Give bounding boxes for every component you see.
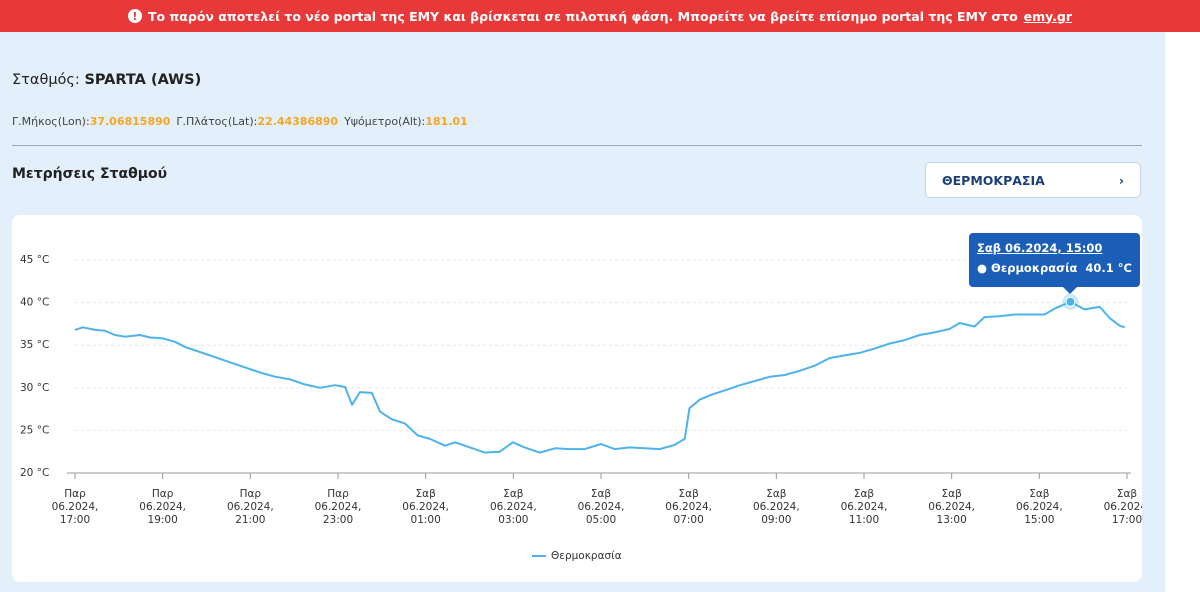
x-tick-label: Παρ 06.2024, 19:00 bbox=[139, 488, 187, 526]
variable-selector[interactable]: ΘΕΡΜΟΚΡΑΣΙΑ › bbox=[925, 162, 1141, 198]
coordinate-value: 37.06815890 bbox=[89, 115, 171, 128]
x-tick-label: Παρ 06.2024, 17:00 bbox=[51, 488, 99, 526]
selector-label: ΘΕΡΜΟΚΡΑΣΙΑ bbox=[942, 172, 1045, 188]
x-tick-label: Σαβ 06.2024, 17:00 bbox=[1103, 488, 1142, 526]
y-tick-label: 40 °C bbox=[20, 297, 49, 309]
x-tick-label: Παρ 06.2024, 23:00 bbox=[314, 488, 362, 526]
coordinate: Γ.Πλάτος(Lat):22.44386890 bbox=[176, 115, 338, 128]
hover-point bbox=[1065, 296, 1076, 307]
x-tick-label: Σαβ 06.2024, 11:00 bbox=[840, 488, 888, 526]
coordinates: Γ.Μήκος(Lon):37.06815890 Γ.Πλάτος(Lat):22… bbox=[12, 115, 468, 128]
alert-icon: ! bbox=[127, 9, 142, 23]
y-tick-label: 30 °C bbox=[20, 382, 49, 394]
coordinate-value: 22.44386890 bbox=[257, 115, 339, 128]
coordinate-label: Γ.Πλάτος(Lat): bbox=[176, 115, 258, 128]
y-tick-label: 25 °C bbox=[20, 424, 49, 436]
y-tick-label: 45 °C bbox=[20, 254, 49, 266]
x-tick-label: Σαβ 06.2024, 15:00 bbox=[1015, 488, 1063, 526]
x-tick-label: Παρ 06.2024, 21:00 bbox=[226, 488, 274, 526]
chart-card: 20 °C 25 °C 30 °C 35 °C 40 °C 45 °C Θερμοκρασί… bbox=[12, 215, 1142, 582]
station: Σταθμός: SPARTA (AWS) bbox=[12, 72, 201, 88]
tooltip-series: ● Θερμοκρασία bbox=[977, 261, 1078, 275]
coordinate-value: 181.01 bbox=[425, 115, 468, 128]
legend-label: Θερμοκρασία bbox=[551, 550, 622, 562]
x-tick-label: Σαβ 06.2024, 13:00 bbox=[928, 488, 976, 526]
station-label: Σταθμός: bbox=[12, 72, 80, 88]
coordinate-label: Γ.Μήκος(Lon): bbox=[12, 115, 90, 128]
tooltip-title: Σαβ 06.2024, 15:00 bbox=[977, 241, 1103, 255]
tooltip-value: 40.1 °C bbox=[1085, 261, 1132, 275]
tooltip: Σαβ 06.2024, 15:00 ● Θερμοκρασία 40.1 °C bbox=[969, 233, 1140, 294]
notice-banner: ! Το παρόν αποτελεί το νέο portal της ΕΜ… bbox=[0, 0, 1200, 32]
coordinate-label: Υψόμετρο(Alt): bbox=[344, 115, 426, 128]
section-title: Μετρήσεις Σταθμού bbox=[12, 166, 168, 182]
x-tick-label: Σαβ 06.2024, 09:00 bbox=[752, 488, 800, 526]
coordinate: Υψόμετρο(Alt):181.01 bbox=[344, 115, 468, 128]
coordinate: Γ.Μήκος(Lon):37.06815890 bbox=[12, 115, 170, 128]
line-series bbox=[74, 300, 1126, 454]
tooltip-series-name: Θερμοκρασία bbox=[991, 261, 1078, 275]
x-tick-label: Σαβ 06.2024, 03:00 bbox=[489, 488, 537, 526]
chevron: › bbox=[1118, 172, 1124, 188]
x-tick-label: Σαβ 06.2024, 01:00 bbox=[402, 488, 450, 526]
x-tick-label: Σαβ 06.2024, 07:00 bbox=[665, 488, 713, 526]
chart: 20 °C 25 °C 30 °C 35 °C 40 °C 45 °C Θερμοκρασί… bbox=[20, 254, 1131, 562]
y-tick-label: 20 °C bbox=[20, 467, 49, 479]
banner-text: Το παρόν αποτελεί το νέο portal της ΕΜΥ … bbox=[147, 8, 1018, 24]
y-tick-label: 35 °C bbox=[20, 339, 49, 351]
banner-link[interactable]: emy.gr bbox=[1023, 8, 1073, 24]
divider bbox=[12, 145, 1142, 146]
station-name: SPARTA (AWS) bbox=[84, 72, 202, 88]
x-tick-label: Σαβ 06.2024, 05:00 bbox=[577, 488, 625, 526]
